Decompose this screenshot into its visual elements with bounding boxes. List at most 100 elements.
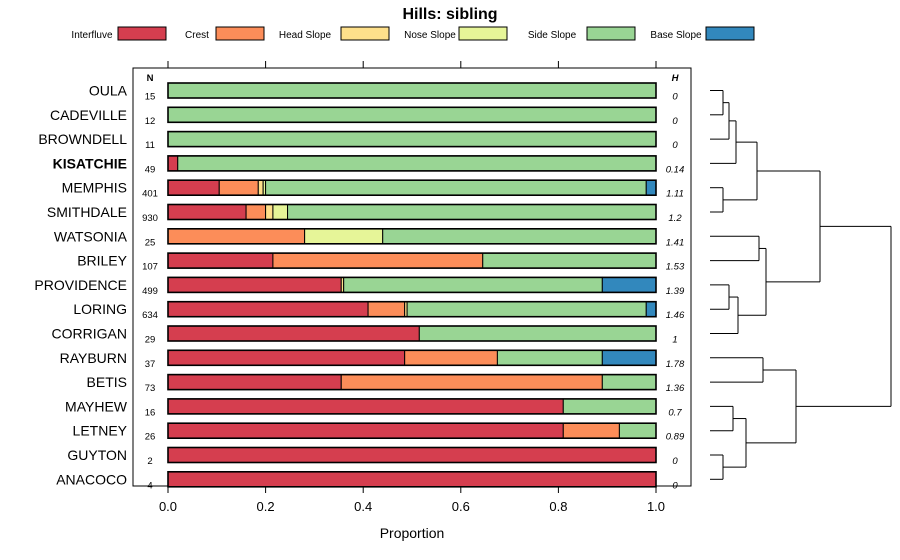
bar-outline-guyton	[167, 446, 657, 464]
row-h-smithdale: 1.2	[668, 213, 682, 224]
row-h-watsonia: 1.41	[666, 237, 685, 248]
row-n-oula: 15	[145, 92, 156, 103]
dendrogram	[710, 90, 892, 480]
bar-outline-corrigan	[167, 325, 657, 342]
bar-segment-betis-side-slope	[601, 374, 657, 391]
legend-label-interfluve: Interfluve	[71, 30, 113, 41]
bar-segment-betis-crest	[340, 374, 603, 391]
row-h-briley: 1.53	[666, 262, 685, 273]
x-tick-label-0.2: 0.2	[257, 499, 275, 514]
bar-outline-anacoco	[167, 470, 657, 488]
row-n-cadeville: 12	[145, 116, 156, 127]
row-n-smithdale: 930	[142, 213, 158, 224]
row-n-watsonia: 25	[145, 237, 156, 248]
legend-label-crest: Crest	[185, 30, 209, 41]
row-n-betis: 73	[145, 383, 156, 394]
row-label-rayburn: RAYBURN	[60, 350, 127, 366]
row-h-betis: 1.36	[666, 383, 685, 394]
legend-swatch-side-slope	[586, 26, 636, 41]
bar-segment-memphis-interfluve	[167, 179, 220, 196]
row-h-oula: 0	[672, 92, 678, 103]
bar-outline-briley	[167, 252, 657, 269]
row-h-anacoco: 0	[672, 480, 678, 491]
bar-segment-memphis-crest	[218, 179, 259, 196]
row-label-browndell: BROWNDELL	[38, 131, 127, 147]
row-h-corrigan: 1	[672, 335, 677, 346]
x-tick-label-0.0: 0.0	[159, 499, 177, 514]
bar-segment-watsonia-crest	[167, 228, 306, 245]
row-n-briley: 107	[142, 262, 158, 273]
legend-swatch-base-slope	[705, 26, 755, 41]
row-h-mayhew: 0.7	[668, 407, 682, 418]
row-h-kisatchie: 0.14	[666, 164, 685, 175]
row-n-loring: 634	[142, 310, 158, 321]
bar-segment-guyton-interfluve	[167, 447, 657, 463]
row-n-rayburn: 37	[145, 359, 156, 370]
bar-segment-mayhew-interfluve	[167, 398, 564, 415]
bar-outline-smithdale	[167, 203, 657, 221]
row-label-mayhew: MAYHEW	[65, 398, 128, 414]
row-label-letney: LETNEY	[73, 423, 128, 439]
bar-outline-memphis	[167, 179, 657, 196]
bar-outline-kisatchie	[167, 155, 657, 172]
row-n-letney: 26	[145, 432, 156, 443]
row-h-rayburn: 1.78	[666, 359, 685, 370]
bar-segment-kisatchie-interfluve	[167, 155, 179, 172]
legend: Interfluve Crest Head Slope Nose Slope Side …	[71, 26, 755, 41]
bar-outline-cadeville	[167, 106, 657, 124]
row-n-corrigan: 29	[145, 335, 156, 346]
bar-outline-watsonia	[167, 228, 657, 245]
bar-segment-loring-base-slope	[645, 301, 657, 318]
bar-segment-oula-side-slope	[167, 82, 657, 99]
bar-outline-mayhew	[167, 398, 657, 415]
row-n-anacoco: 4	[147, 480, 152, 491]
bar-segment-rayburn-base-slope	[601, 349, 657, 366]
h-column-header: H	[672, 73, 680, 84]
x-tick-label-1.0: 1.0	[647, 499, 665, 514]
bar-outline-letney	[167, 422, 657, 440]
bar-segment-briley-crest	[272, 252, 484, 269]
row-label-oula: OULA	[89, 83, 128, 99]
row-label-providence: PROVIDENCE	[34, 277, 127, 293]
row-label-briley: BRILEY	[77, 253, 127, 269]
bar-segment-memphis-head-slope	[257, 179, 264, 196]
row-n-mayhew: 16	[145, 407, 156, 418]
bar-segment-rayburn-side-slope	[496, 349, 603, 366]
row-label-cadeville: CADEVILLE	[50, 107, 127, 123]
row-h-cadeville: 0	[672, 116, 678, 127]
row-label-kisatchie: KISATCHIE	[53, 155, 127, 171]
legend-label-nose-slope: Nose Slope	[404, 30, 456, 41]
bar-segment-smithdale-crest	[245, 204, 267, 220]
bar-outline-rayburn	[167, 349, 657, 367]
row-label-loring: LORING	[73, 301, 127, 317]
bar-segment-briley-side-slope	[482, 252, 657, 269]
bar-segment-browndell-side-slope	[167, 131, 657, 148]
row-n-memphis: 401	[142, 189, 158, 200]
bar-segment-providence-side-slope	[343, 276, 603, 293]
bar-segment-letney-crest	[562, 422, 620, 439]
legend-swatch-nose-slope	[458, 26, 508, 41]
row-label-corrigan: CORRIGAN	[52, 326, 127, 342]
row-h-providence: 1.39	[666, 286, 685, 297]
row-label-smithdale: SMITHDALE	[47, 204, 127, 220]
row-n-kisatchie: 49	[145, 164, 156, 175]
bar-segment-cadeville-side-slope	[167, 106, 657, 123]
n-column-header: N	[147, 73, 154, 84]
row-label-guyton: GUYTON	[67, 447, 127, 463]
legend-label-side-slope: Side Slope	[528, 30, 577, 41]
bar-segment-smithdale-nose-slope	[272, 204, 289, 220]
x-tick-label-0.8: 0.8	[549, 499, 567, 514]
x-axis: 0.0 0.2 0.4 0.6 0.8 1.0	[159, 61, 665, 514]
x-tick-label-0.4: 0.4	[354, 499, 372, 514]
bar-segment-mayhew-side-slope	[562, 398, 657, 415]
bar-segment-briley-interfluve	[167, 252, 274, 269]
legend-label-base-slope: Base Slope	[650, 30, 702, 41]
legend-swatch-interfluve	[117, 26, 167, 41]
bar-segment-watsonia-side-slope	[382, 228, 657, 245]
row-h-browndell: 0	[672, 140, 678, 151]
bar-segment-letney-interfluve	[167, 422, 564, 439]
x-axis-title: Proportion	[380, 525, 445, 541]
